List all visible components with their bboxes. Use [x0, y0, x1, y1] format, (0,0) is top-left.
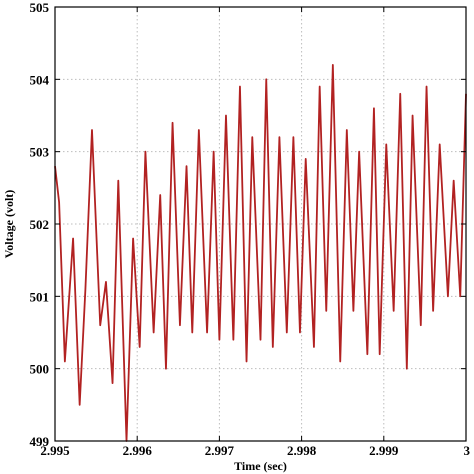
x-tick-label: 2.997 — [205, 443, 235, 458]
y-tick-label: 502 — [30, 217, 50, 232]
tick-marks — [54, 6, 467, 442]
x-axis-title: Time (sec) — [234, 459, 287, 473]
y-tick-label: 500 — [30, 362, 50, 377]
voltage-series-line — [54, 63, 467, 442]
y-tick-label: 501 — [30, 289, 50, 304]
tick-labels: 2.995 2.996 2.997 2.998 2.999 3 499 500 501 502 50… — [30, 0, 471, 458]
y-tick-label: 503 — [30, 145, 50, 160]
y-tick-label: 499 — [30, 434, 50, 449]
y-tick-label: 505 — [30, 0, 50, 15]
x-tick-label: 2.998 — [287, 443, 317, 458]
x-tick-label: 2.995 — [40, 443, 70, 458]
series-layer — [54, 63, 467, 442]
y-axis-title: Voltage (volt) — [2, 190, 16, 259]
x-tick-label: 2.999 — [369, 443, 399, 458]
x-tick-label: 3 — [464, 443, 471, 458]
x-tick-label: 2.996 — [123, 443, 153, 458]
y-tick-label: 504 — [30, 72, 50, 87]
